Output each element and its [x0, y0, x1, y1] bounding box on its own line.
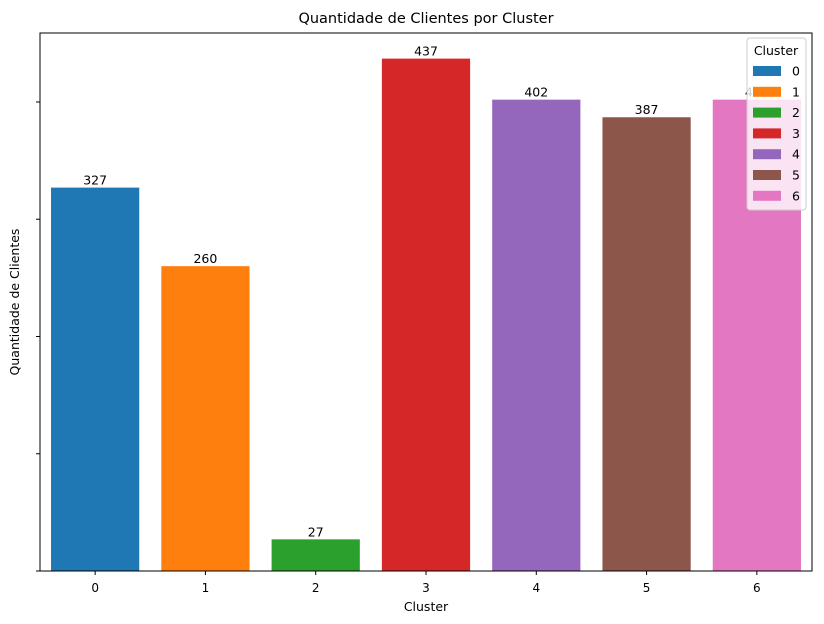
- x-axis-label: Cluster: [404, 599, 449, 614]
- legend-entry-label: 5: [792, 168, 800, 183]
- legend-swatch: [753, 190, 781, 201]
- bar-cluster-5: [602, 117, 691, 572]
- legend-entry-label: 0: [792, 64, 800, 79]
- legend-swatch: [753, 86, 781, 97]
- bar-cluster-3: [381, 58, 471, 572]
- bar-value-label: 402: [524, 85, 548, 100]
- legend-entries: 0 1 2 3 4 5 6: [753, 64, 800, 203]
- legend-swatch: [753, 66, 781, 76]
- bar-value-label: 437: [414, 44, 438, 59]
- y-ticks-group: [36, 101, 40, 572]
- bar-cluster-2: [271, 539, 360, 571]
- bar-cluster-4: [492, 99, 581, 571]
- bar-value-label: 387: [635, 102, 659, 117]
- chart-title: Quantidade de Clientes por Cluster: [298, 11, 553, 27]
- bar-cluster-0: [51, 187, 140, 571]
- x-tick-label: 0: [91, 581, 99, 595]
- bar-cluster-1: [161, 266, 250, 571]
- x-tick-label: 4: [532, 581, 540, 595]
- y-axis-label: Quantidade de Clientes: [7, 229, 22, 376]
- x-tick-label: 3: [422, 581, 430, 595]
- legend: Cluster 0 1 2 3 4 5 6: [746, 37, 807, 211]
- x-tick-label: 1: [202, 581, 210, 595]
- legend-swatch: [753, 149, 781, 160]
- x-tick-label: 2: [312, 581, 320, 595]
- bars-group: [51, 58, 801, 572]
- bar-value-label: 260: [193, 251, 217, 266]
- legend-entry-label: 3: [792, 126, 800, 141]
- legend-swatch: [753, 170, 781, 180]
- legend-entry-label: 1: [792, 84, 800, 99]
- legend-entry-label: 4: [792, 147, 800, 162]
- bar-value-label: 327: [83, 173, 107, 188]
- x-ticks-group: 0 1 2 3 4 5 6: [91, 571, 761, 595]
- legend-entry-label: 6: [792, 188, 800, 203]
- x-tick-label: 5: [643, 581, 651, 595]
- legend-title: Cluster: [754, 43, 799, 58]
- legend-box: [746, 37, 807, 211]
- legend-swatch: [753, 107, 781, 118]
- bar-value-label: 27: [308, 524, 324, 539]
- plot-frame: [39, 32, 813, 572]
- legend-entry-label: 2: [792, 105, 800, 120]
- legend-swatch: [753, 128, 781, 139]
- x-tick-label: 6: [753, 581, 761, 595]
